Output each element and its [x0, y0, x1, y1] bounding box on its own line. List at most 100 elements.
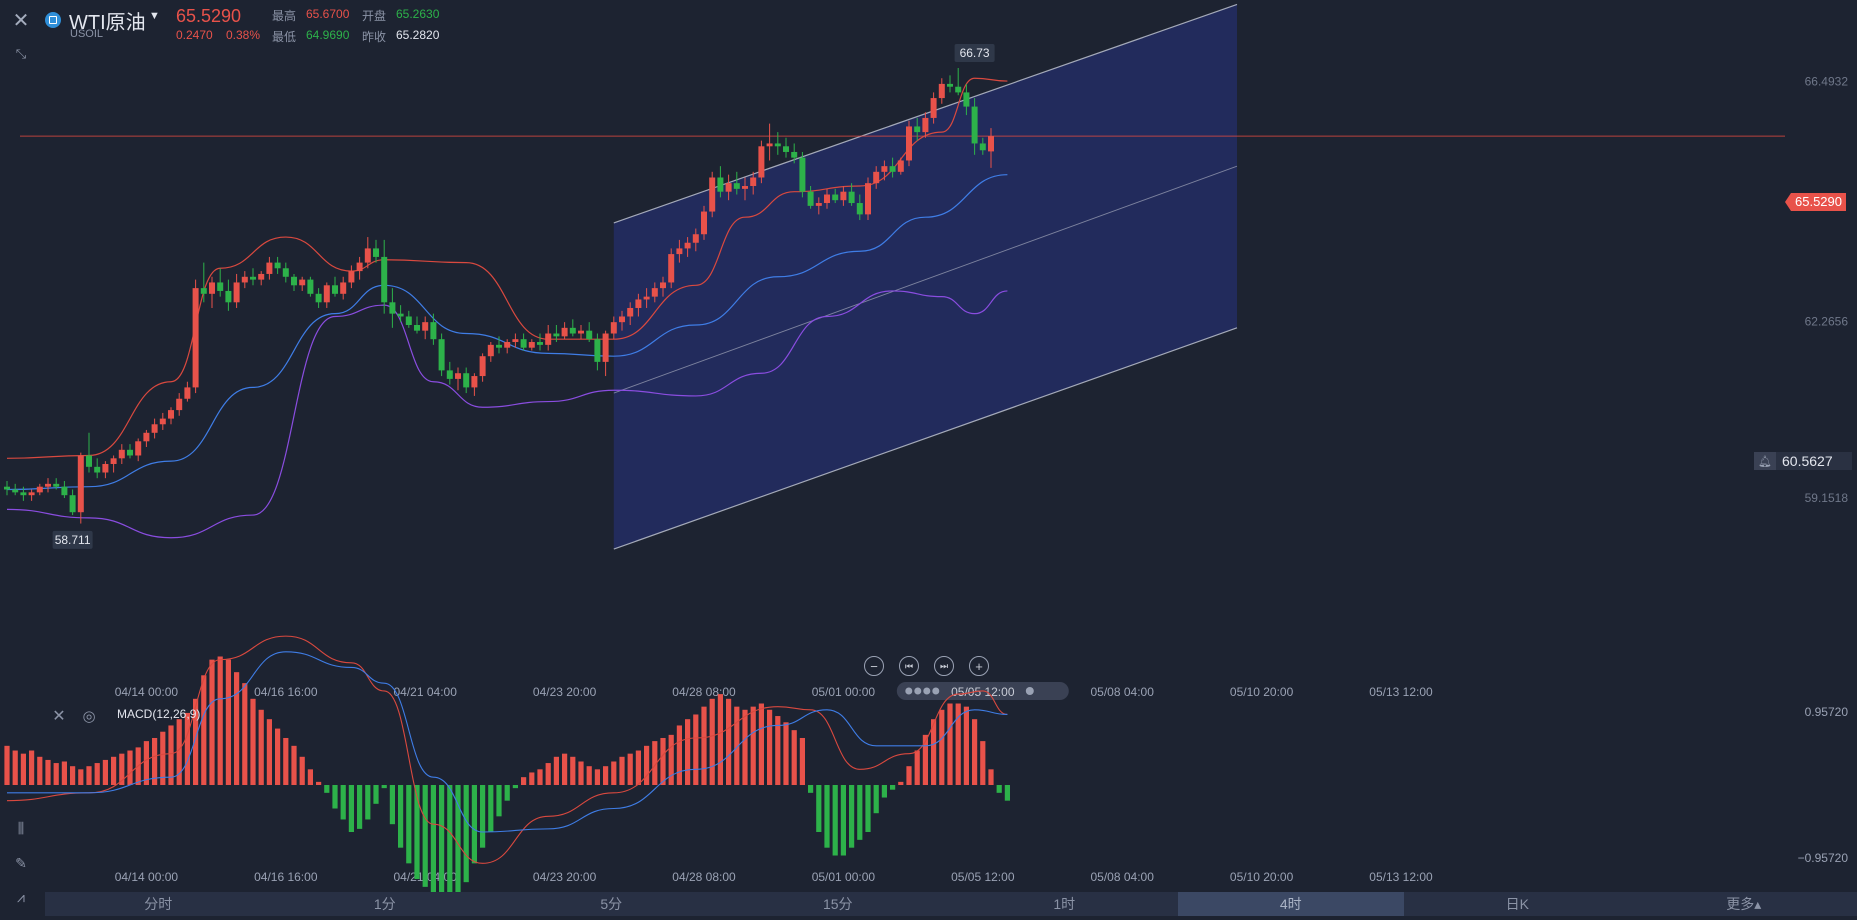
candle-body: [848, 191, 855, 204]
macd-histogram-bar: [37, 756, 43, 785]
candle-body: [873, 171, 880, 184]
macd-close-icon[interactable]: ✕: [52, 708, 66, 725]
candle: [643, 288, 650, 308]
candle-body: [159, 418, 166, 425]
candle-body: [627, 307, 634, 317]
time-axis-tick: 05/01 00:00: [812, 870, 876, 884]
macd-histogram-bar: [922, 734, 928, 785]
macd-histogram-bar: [488, 785, 494, 833]
macd-histogram-bar: [127, 750, 133, 785]
candle: [45, 478, 51, 493]
macd-histogram-bar: [61, 761, 67, 785]
macd-histogram-bar: [512, 785, 518, 789]
timeframe-2[interactable]: 5分: [600, 896, 623, 912]
timeframe-5[interactable]: 4时: [1177, 892, 1404, 916]
candle-body: [233, 282, 240, 303]
macd-histogram-bar: [234, 672, 240, 785]
macd-settings-icon[interactable]: ◎: [82, 708, 96, 725]
macd-histogram-bar: [299, 756, 305, 785]
candle-body: [250, 276, 256, 280]
macd-histogram-bar: [586, 766, 592, 785]
trend-tool-icon[interactable]: ⩘: [17, 888, 25, 905]
alert-price-tag[interactable]: 🔔︎ 60.5627: [1754, 452, 1852, 470]
scroll-start-button[interactable]: ⏮: [899, 656, 919, 676]
timeframe-7[interactable]: 更多▴: [1726, 896, 1762, 912]
candle: [594, 333, 601, 371]
pill-dot: [905, 687, 913, 695]
candle: [364, 237, 371, 269]
zoom-out-button[interactable]: −: [864, 656, 884, 676]
candle-body: [430, 322, 437, 340]
macd-histogram-bar: [357, 785, 363, 829]
zoom-in-button[interactable]: +: [969, 656, 989, 676]
macd-histogram-bar: [553, 756, 559, 785]
candle: [422, 316, 429, 340]
candle: [520, 333, 527, 351]
collapse-icon[interactable]: ⤡: [15, 46, 27, 61]
candle: [258, 271, 265, 286]
macd-histogram-bar: [521, 777, 527, 785]
candle-body: [955, 86, 962, 93]
candle-body: [758, 146, 765, 178]
symbol-dropdown-icon[interactable]: ▼: [149, 10, 160, 22]
macd-histogram-bar: [627, 753, 633, 785]
candle: [717, 166, 724, 198]
macd-histogram-bar: [258, 709, 264, 785]
regression-channel[interactable]: [613, 3, 1238, 550]
close-icon[interactable]: ✕: [12, 9, 30, 32]
candle: [487, 342, 494, 362]
candle-body: [53, 483, 60, 487]
draw-tool-icon[interactable]: ✎: [15, 854, 27, 871]
indicator-tool-icon[interactable]: ⫼: [17, 819, 25, 836]
macd-histogram-bar: [463, 785, 469, 883]
time-axis-tick: 04/14 00:00: [115, 685, 179, 699]
high-value: 65.6700: [306, 7, 350, 21]
candle-body: [537, 342, 543, 345]
candle-body: [889, 166, 896, 172]
candle-body: [512, 339, 519, 343]
candle-body: [651, 288, 658, 297]
candle: [176, 393, 183, 416]
macd-histogram-bar: [217, 656, 223, 785]
candle-body: [897, 160, 904, 172]
price-axis-tick: 59.1518: [1805, 491, 1849, 505]
candle-body: [373, 248, 379, 257]
time-axis-tick: 04/28 08:00: [672, 870, 736, 884]
pill-dot: [914, 687, 922, 695]
candle-body: [971, 106, 978, 144]
candle-body: [799, 157, 806, 192]
timeframe-4[interactable]: 1时: [1053, 896, 1076, 912]
scroll-end-button[interactable]: ⏭: [934, 656, 954, 676]
candle: [971, 98, 978, 155]
timeframe-6[interactable]: 日K: [1505, 896, 1529, 912]
candle: [963, 83, 970, 116]
candle: [979, 137, 986, 155]
candle: [725, 174, 732, 201]
candlesticks[interactable]: [4, 68, 994, 524]
candle: [12, 483, 19, 496]
candle: [512, 333, 519, 348]
macd-histogram-bar: [332, 785, 338, 809]
candle: [553, 325, 560, 343]
macd-histogram-bar: [160, 731, 166, 785]
candle-body: [824, 194, 830, 204]
candle: [463, 367, 470, 394]
candle-body: [455, 373, 461, 379]
macd-histogram-bar: [635, 750, 641, 785]
timeframe-0[interactable]: 分时: [144, 896, 173, 912]
candle-body: [660, 282, 666, 289]
timeframe-1[interactable]: 1分: [373, 896, 396, 912]
candle-body: [635, 299, 642, 308]
bell-icon[interactable]: 🔔︎: [1754, 452, 1776, 470]
candle-body: [209, 282, 215, 294]
macd-histogram-bar: [119, 753, 125, 785]
candle-body: [86, 455, 92, 467]
timeframe-3[interactable]: 15分: [822, 896, 853, 912]
candle-body: [856, 203, 863, 215]
candle: [430, 313, 437, 345]
symbol-name[interactable]: WTI原油: [69, 12, 146, 34]
candle-body: [323, 285, 330, 303]
high-marker: 66.73: [954, 44, 995, 63]
candle-body: [692, 234, 699, 243]
